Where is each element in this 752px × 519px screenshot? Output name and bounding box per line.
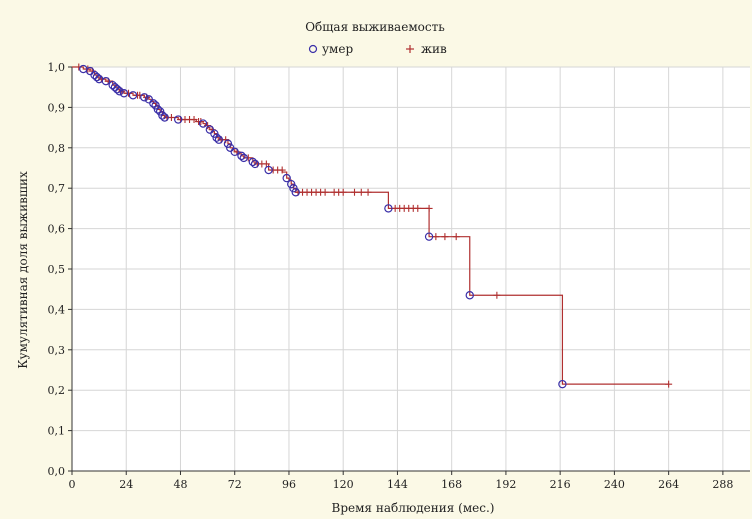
y-tick-label: 0,5	[48, 263, 66, 276]
death-point	[101, 76, 111, 86]
died-markers	[79, 64, 567, 389]
censored-point	[452, 233, 460, 241]
death-point	[155, 107, 165, 116]
censored-point	[441, 233, 449, 241]
death-point	[115, 87, 124, 96]
legend-alive-label: жив	[421, 42, 447, 56]
censored-point	[136, 91, 144, 99]
death-point	[384, 204, 393, 213]
legend: умер жив	[308, 42, 447, 56]
death-point	[158, 111, 167, 120]
x-tick-label: 120	[333, 478, 354, 491]
death-point	[289, 183, 298, 193]
censored-point	[262, 160, 270, 168]
censored-point	[84, 65, 92, 73]
x-tick-label: 0	[69, 478, 76, 491]
censored-point	[414, 204, 422, 212]
death-point	[282, 173, 291, 183]
death-point	[210, 129, 219, 138]
death-point	[558, 379, 567, 389]
death-point	[230, 147, 239, 157]
x-tick-label: 288	[712, 478, 733, 491]
y-tick-label: 0,4	[48, 303, 66, 316]
x-tick-label: 144	[387, 478, 408, 491]
death-point	[112, 85, 122, 94]
censored-point	[339, 188, 347, 196]
death-point	[212, 133, 221, 142]
censored-point	[665, 380, 673, 388]
y-tick-label: 0,2	[48, 384, 66, 397]
legend-died-label: умер	[322, 42, 353, 56]
censored-point	[278, 166, 286, 174]
y-axis-ticks: 0,0 0,1 0,2 0,3 0,4 0,5 0,6 0,7 0,8 0,9 1,0	[48, 61, 72, 478]
x-tick-label: 96	[282, 478, 296, 491]
y-axis-label: Кумулятивная доля выживших	[16, 171, 30, 369]
y-tick-label: 0,0	[48, 465, 66, 478]
censored-point	[432, 233, 440, 241]
death-point	[223, 139, 233, 148]
death-point	[140, 93, 149, 102]
censored-point	[190, 116, 198, 124]
chart-title: Общая выживаемость	[305, 20, 445, 34]
death-point	[264, 165, 273, 175]
death-point	[239, 153, 248, 163]
death-point	[174, 115, 183, 124]
death-point	[248, 157, 257, 167]
y-tick-label: 0,3	[48, 344, 66, 357]
censored-point	[357, 188, 365, 196]
censored-point	[364, 188, 372, 196]
y-tick-label: 0,7	[48, 182, 66, 195]
death-point	[160, 113, 169, 122]
x-axis-ticks: 0 24 48 72 96 120 144 168 192 216 240 264 288	[69, 471, 733, 491]
censored-point	[244, 154, 252, 162]
x-tick-label: 24	[119, 478, 133, 491]
death-point	[198, 119, 208, 128]
x-tick-label: 72	[228, 478, 242, 491]
grid	[72, 66, 750, 471]
x-tick-label: 192	[495, 478, 516, 491]
death-point	[237, 151, 246, 161]
death-point	[119, 89, 129, 98]
censored-point	[493, 291, 501, 299]
censored-point	[197, 118, 205, 126]
y-tick-label: 1,0	[48, 61, 66, 74]
death-point	[92, 72, 102, 82]
x-tick-label: 168	[441, 478, 462, 491]
death-point	[287, 179, 296, 189]
censored-point	[125, 89, 132, 97]
y-tick-label: 0,6	[48, 223, 66, 236]
legend-alive-marker	[406, 45, 414, 53]
x-tick-label: 48	[173, 478, 187, 491]
x-tick-label: 264	[658, 478, 679, 491]
death-point	[151, 101, 160, 110]
death-point	[153, 105, 163, 114]
censored-point	[167, 114, 175, 121]
death-point	[465, 291, 474, 300]
legend-died-marker	[308, 44, 318, 54]
death-point	[149, 99, 158, 108]
death-point	[424, 232, 434, 241]
y-tick-label: 0,1	[48, 425, 66, 438]
y-tick-label: 0,9	[48, 101, 66, 114]
censored-point	[321, 188, 329, 196]
y-tick-label: 0,8	[48, 142, 66, 155]
death-point	[291, 188, 300, 197]
death-point	[214, 135, 224, 144]
censored-point	[351, 188, 358, 196]
x-tick-label: 216	[550, 478, 571, 491]
x-tick-label: 240	[604, 478, 625, 491]
death-point	[128, 91, 138, 100]
death-point	[250, 159, 260, 169]
x-axis-label: Время наблюдения (мес.)	[332, 501, 495, 515]
censored-point	[425, 204, 433, 212]
censored-point	[75, 63, 83, 71]
